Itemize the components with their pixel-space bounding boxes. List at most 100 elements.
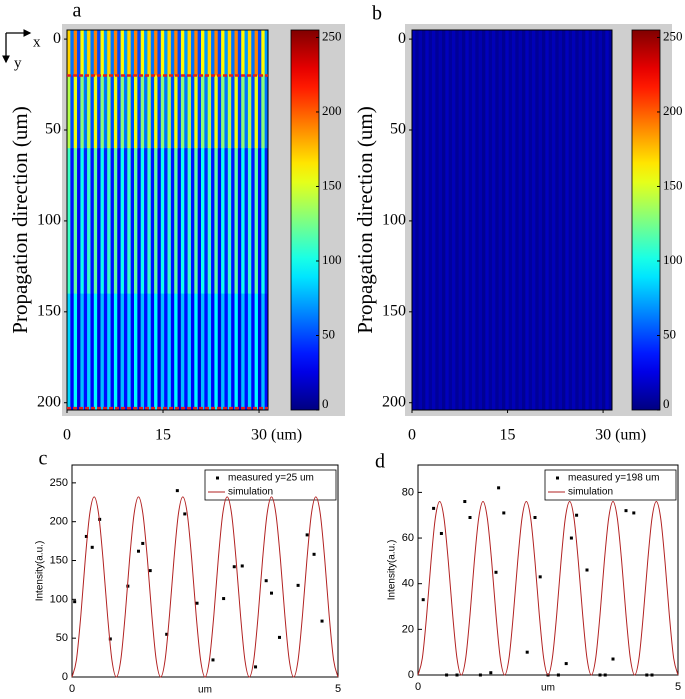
data-point [575, 513, 579, 517]
data-point [320, 619, 324, 623]
heatmap-cell [123, 75, 128, 149]
heatmap-cell [120, 75, 125, 149]
heatmap-cell [194, 30, 199, 76]
heatmap-cell [264, 75, 269, 149]
heatmap-cell [160, 148, 165, 295]
heatmap-cell [130, 30, 135, 76]
data-point [494, 570, 498, 574]
y-axis-label: Propagation direction (um) [353, 106, 377, 333]
data-point [611, 657, 615, 661]
heatmap-cell [552, 30, 556, 411]
y-axis-label: Intensity(a.u.) [387, 540, 398, 601]
heatmap-cell [144, 293, 148, 411]
heatmap-cell [134, 293, 138, 411]
heatmap-cell [251, 293, 255, 411]
heatmap-cell [472, 30, 476, 411]
heatmap-cell [231, 75, 235, 149]
data-point [222, 597, 226, 601]
panel-letter: a [73, 0, 82, 22]
heatmap-cell [217, 293, 222, 411]
heatmap-cell [150, 293, 155, 411]
heatmap-cell [180, 30, 185, 76]
heatmap-cell [87, 30, 91, 76]
heatmap-cell [177, 30, 182, 76]
heatmap-cell [221, 293, 225, 411]
heatmap-cell [137, 148, 142, 295]
heatmap-cell [77, 30, 81, 76]
y-tick-label: 100 [382, 212, 406, 229]
x-tick-label: 30 (um) [251, 427, 302, 444]
heatmap-cell [505, 30, 510, 411]
heatmap-cell [605, 30, 610, 411]
heatmap-cell [100, 75, 105, 149]
series-line [417, 501, 679, 676]
heatmap-cell [207, 30, 212, 76]
heatmap-cell [207, 293, 212, 411]
heatmap-cell [157, 75, 162, 149]
y-tick-label: 50 [390, 121, 406, 138]
y-tick-label: 200 [382, 393, 406, 410]
heatmap-cell [184, 75, 188, 149]
heatmap-cell [120, 293, 125, 411]
heatmap-cell [137, 293, 142, 411]
heatmap-cell [100, 293, 105, 411]
heatmap-cell [558, 30, 563, 411]
heatmap-cell [458, 30, 463, 411]
data-point [141, 541, 145, 545]
heatmap-cell [174, 30, 178, 76]
axes-icon: x y [2, 29, 41, 71]
heatmap-cell [67, 75, 71, 149]
heatmap-cell [207, 75, 212, 149]
colorbar-tick-label: 50 [663, 326, 676, 341]
heatmap-cell [261, 148, 266, 295]
x-tick-label: 0 [63, 427, 71, 444]
heatmap-cell [77, 148, 81, 295]
heatmap-cell [140, 30, 145, 76]
heatmap-cell [147, 75, 152, 149]
heatmap-cell [170, 75, 175, 149]
heatmap-cell [261, 30, 266, 76]
heatmap-cell [241, 30, 245, 76]
x-tick-label: 15 [500, 427, 516, 444]
heatmap-cell [164, 75, 168, 149]
heatmap-cell [201, 293, 205, 411]
heatmap-cell [184, 30, 188, 76]
y-tick-label: 60 [402, 532, 414, 544]
colorbar-tick-label: 200 [322, 103, 342, 118]
heatmap-cell [187, 293, 192, 411]
y-tick-label: 20 [402, 623, 414, 635]
heatmap-cell [247, 293, 252, 411]
heatmap-cell [234, 30, 239, 76]
heatmap-cell [425, 30, 430, 411]
data-point [564, 662, 568, 666]
heatmap-cell [134, 148, 138, 295]
heatmap-cell [257, 148, 262, 295]
heatmap-cell [140, 75, 145, 149]
data-point [305, 533, 309, 537]
heatmap-cell [190, 293, 195, 411]
data-point [73, 600, 77, 604]
heatmap-cell [217, 75, 222, 149]
heatmap-cell [237, 293, 242, 411]
heatmap-cell [80, 293, 85, 411]
heatmap-cell [592, 30, 596, 411]
heatmap-cell [257, 30, 262, 76]
heatmap-cell [244, 148, 249, 295]
y-tick-label: 0 [408, 669, 414, 681]
x-tick-label: 5 [335, 683, 341, 695]
y-tick-label: 150 [382, 302, 406, 319]
heatmap-cell [522, 30, 526, 411]
heatmap-cell [482, 30, 486, 411]
heatmap-cell [548, 30, 553, 411]
heatmap-cell [150, 148, 155, 295]
heatmap-cell [194, 293, 199, 411]
heatmap-cell [180, 148, 185, 295]
data-point [525, 650, 529, 654]
heatmap-cell [247, 148, 252, 295]
y-tick-label: 80 [402, 486, 414, 498]
heatmap-cell [177, 148, 182, 295]
heatmap-cell [127, 293, 132, 411]
heatmap-cell [452, 30, 456, 411]
heatmap-cell [174, 75, 178, 149]
heatmap-cell [77, 75, 81, 149]
